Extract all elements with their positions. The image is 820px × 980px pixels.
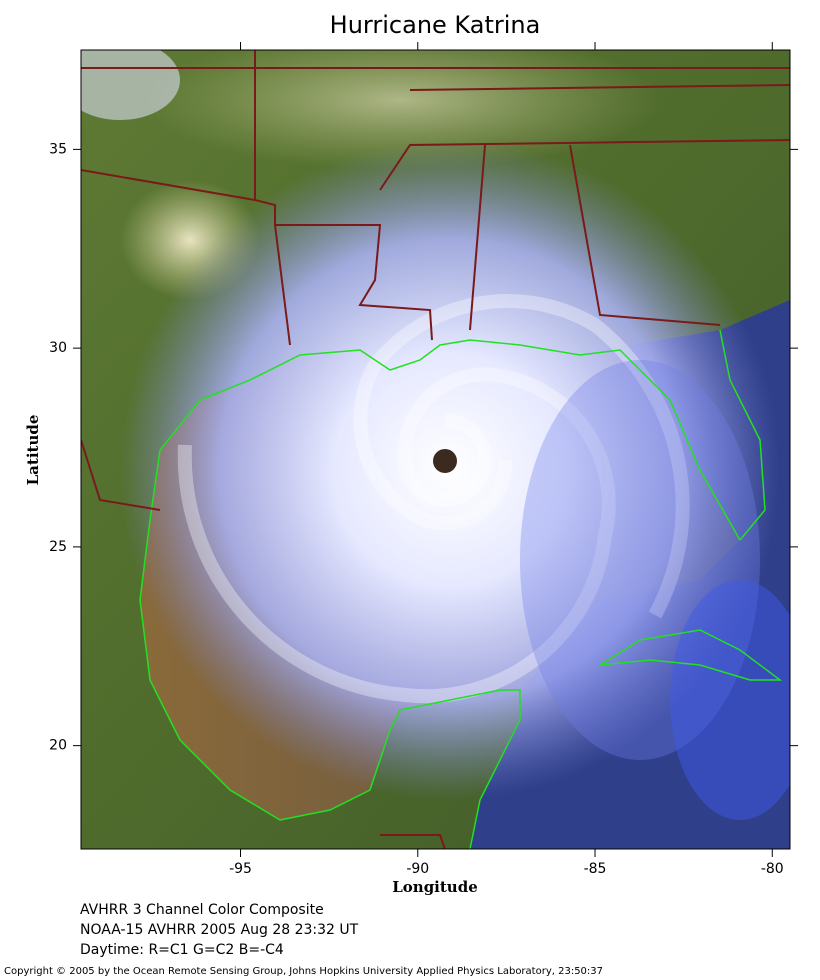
caption: AVHRR 3 Channel Color Composite — [80, 902, 324, 918]
y-tick-label: 35 — [49, 141, 67, 157]
x-axis-label: Longitude — [392, 878, 478, 896]
satellite-image — [81, 50, 790, 849]
x-tick-label: -90 — [406, 861, 429, 877]
caption: Daytime: R=C1 G=C2 B=-C4 — [80, 942, 284, 958]
y-tick-label: 25 — [49, 539, 67, 555]
copyright: Copyright © 2005 by the Ocean Remote Sen… — [4, 966, 603, 977]
y-tick-label: 20 — [49, 738, 67, 754]
y-axis-label: Latitude — [24, 415, 42, 486]
y-tick-label: 30 — [49, 340, 67, 356]
map-frame — [80, 49, 791, 850]
map-title: Hurricane Katrina — [330, 11, 541, 39]
x-tick-label: -85 — [584, 861, 607, 877]
x-tick-label: -95 — [229, 861, 252, 877]
caption: NOAA-15 AVHRR 2005 Aug 28 23:32 UT — [80, 922, 359, 938]
x-tick-label: -80 — [761, 861, 784, 877]
